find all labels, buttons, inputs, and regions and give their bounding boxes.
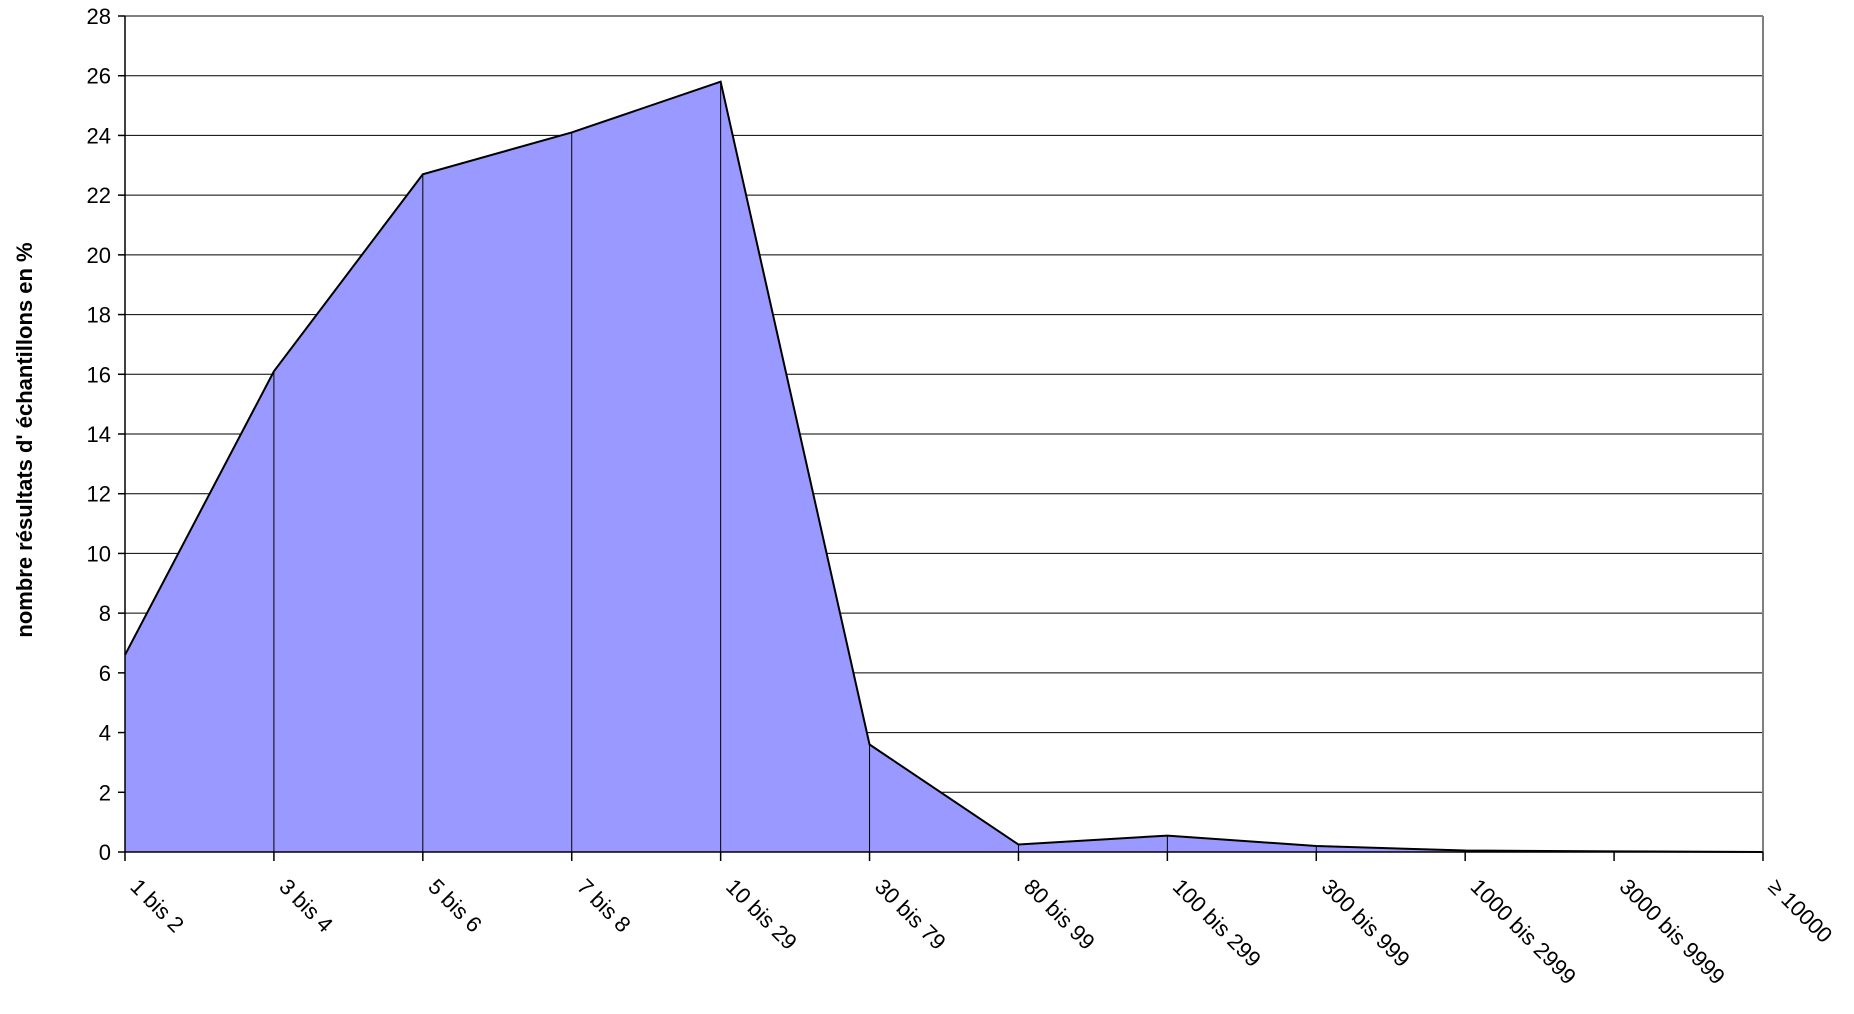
y-tick-label: 14 bbox=[87, 422, 111, 447]
y-axis-title: nombre résultats d' échantillons en % bbox=[12, 242, 37, 637]
y-tick-label: 18 bbox=[87, 303, 111, 328]
x-tick-label: 5 bis 6 bbox=[423, 874, 487, 938]
axes bbox=[118, 15, 1764, 861]
y-tick-label: 6 bbox=[99, 661, 111, 686]
x-tick-label: 1 bis 2 bbox=[125, 874, 189, 938]
x-tick-label: 1000 bis 2999 bbox=[1466, 874, 1581, 989]
x-tick-label: 3 bis 4 bbox=[274, 874, 338, 938]
y-tick-label: 20 bbox=[87, 243, 111, 268]
x-tick-label: 30 bis 79 bbox=[870, 874, 951, 955]
y-tick-label: 10 bbox=[87, 541, 111, 566]
x-tick-label: 300 bis 999 bbox=[1317, 874, 1415, 972]
y-tick-label: 12 bbox=[87, 482, 111, 507]
y-tick-label: 22 bbox=[87, 183, 111, 208]
x-tick-label: 80 bis 99 bbox=[1019, 874, 1100, 955]
y-tick-label: 8 bbox=[99, 601, 111, 626]
y-tick-label: 24 bbox=[87, 123, 111, 148]
y-tick-label: 4 bbox=[99, 721, 111, 746]
y-tick-label: 28 bbox=[87, 4, 111, 29]
x-tick-label: 7 bis 8 bbox=[572, 874, 636, 938]
area-series bbox=[124, 80, 1764, 853]
x-tick-label: 100 bis 299 bbox=[1168, 874, 1266, 972]
x-tick-label: ≥ 10000 bbox=[1763, 874, 1837, 948]
y-tick-label: 0 bbox=[99, 840, 111, 865]
x-tick-label: 3000 bis 9999 bbox=[1615, 874, 1730, 989]
series-line bbox=[124, 80, 1764, 853]
y-tick-label: 2 bbox=[99, 780, 111, 805]
y-tick-label: 26 bbox=[87, 64, 111, 89]
x-tick-labels: 1 bis 2 3 bis 4 5 bis 6 7 bis 8 10 bis 29 30 … bbox=[125, 874, 1837, 989]
x-tick-label: 10 bis 29 bbox=[721, 874, 802, 955]
y-tick-label: 16 bbox=[87, 362, 111, 387]
area-fill bbox=[125, 81, 1763, 852]
